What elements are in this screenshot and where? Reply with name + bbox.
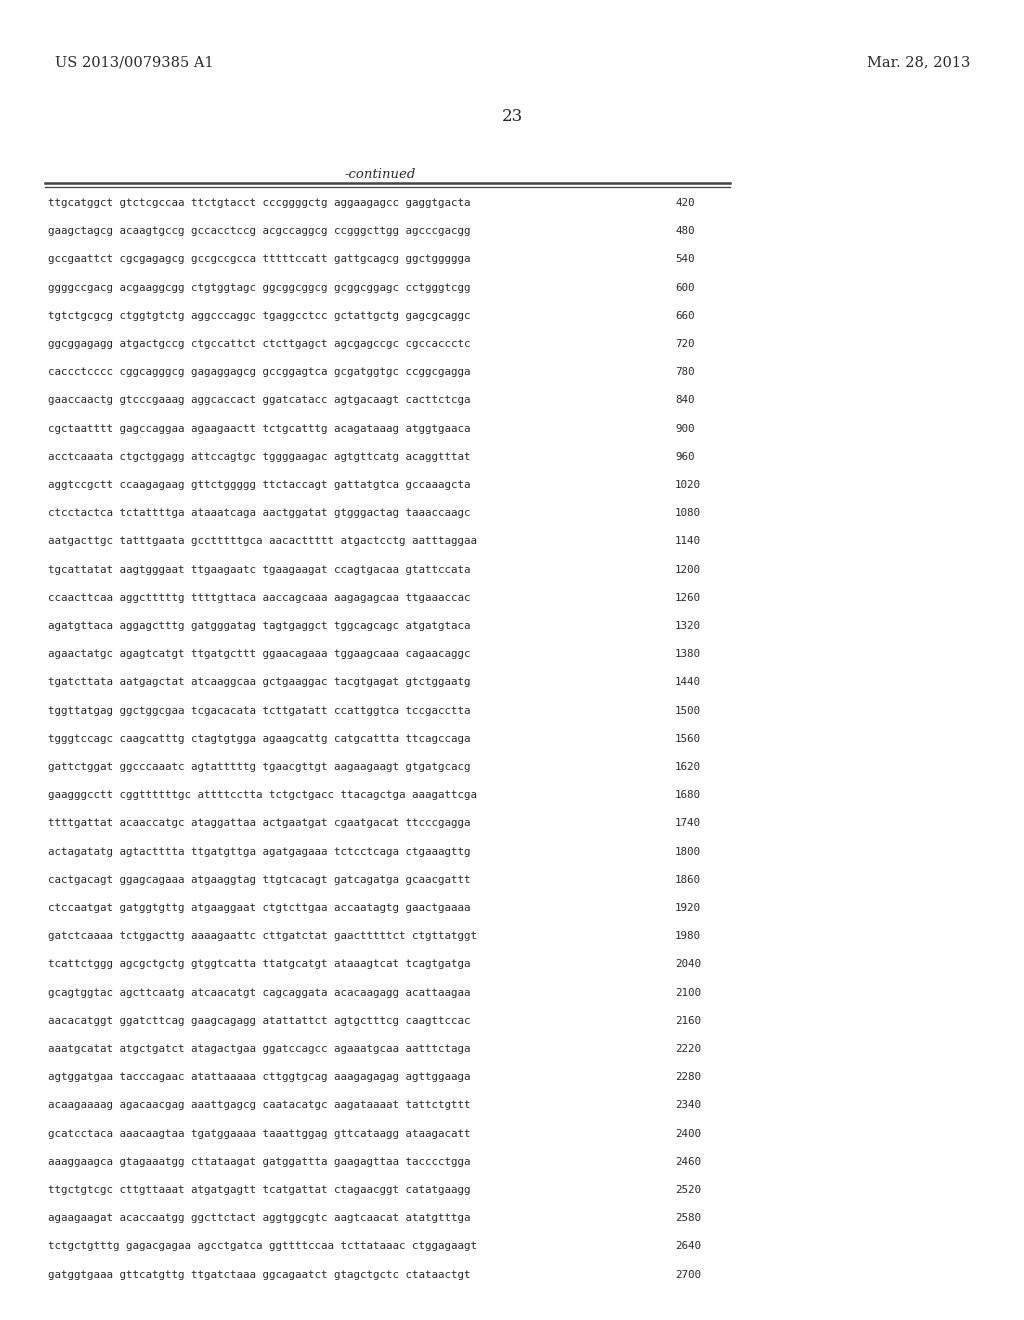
Text: acaagaaaag agacaacgag aaattgagcg caatacatgc aagataaaat tattctgttt: acaagaaaag agacaacgag aaattgagcg caataca… <box>48 1101 470 1110</box>
Text: ttgcatggct gtctcgccaa ttctgtacct cccggggctg aggaagagcc gaggtgacta: ttgcatggct gtctcgccaa ttctgtacct cccgggg… <box>48 198 470 209</box>
Text: 2280: 2280 <box>675 1072 701 1082</box>
Text: ggcggagagg atgactgccg ctgccattct ctcttgagct agcgagccgc cgccaccctc: ggcggagagg atgactgccg ctgccattct ctcttga… <box>48 339 470 348</box>
Text: 960: 960 <box>675 451 694 462</box>
Text: 840: 840 <box>675 396 694 405</box>
Text: 2700: 2700 <box>675 1270 701 1279</box>
Text: aatgacttgc tatttgaata gcctttttgca aacacttttt atgactcctg aatttaggaa: aatgacttgc tatttgaata gcctttttgca aacact… <box>48 536 477 546</box>
Text: actagatatg agtactttta ttgatgttga agatgagaaa tctcctcaga ctgaaagttg: actagatatg agtactttta ttgatgttga agatgag… <box>48 846 470 857</box>
Text: US 2013/0079385 A1: US 2013/0079385 A1 <box>55 55 214 69</box>
Text: 1440: 1440 <box>675 677 701 688</box>
Text: gcagtggtac agcttcaatg atcaacatgt cagcaggata acacaagagg acattaagaa: gcagtggtac agcttcaatg atcaacatgt cagcagg… <box>48 987 470 998</box>
Text: ccaacttcaa aggctttttg ttttgttaca aaccagcaaa aagagagcaa ttgaaaccac: ccaacttcaa aggctttttg ttttgttaca aaccagc… <box>48 593 470 603</box>
Text: 1620: 1620 <box>675 762 701 772</box>
Text: gattctggat ggcccaaatc agtatttttg tgaacgttgt aagaagaagt gtgatgcacg: gattctggat ggcccaaatc agtatttttg tgaacgt… <box>48 762 470 772</box>
Text: 1140: 1140 <box>675 536 701 546</box>
Text: 1020: 1020 <box>675 480 701 490</box>
Text: tgtctgcgcg ctggtgtctg aggcccaggc tgaggcctcc gctattgctg gagcgcaggc: tgtctgcgcg ctggtgtctg aggcccaggc tgaggcc… <box>48 310 470 321</box>
Text: tctgctgtttg gagacgagaa agcctgatca ggttttccaa tcttataaac ctggagaagt: tctgctgtttg gagacgagaa agcctgatca ggtttt… <box>48 1241 477 1251</box>
Text: gaagctagcg acaagtgccg gccacctccg acgccaggcg ccgggcttgg agcccgacgg: gaagctagcg acaagtgccg gccacctccg acgccag… <box>48 226 470 236</box>
Text: 420: 420 <box>675 198 694 209</box>
Text: 1980: 1980 <box>675 931 701 941</box>
Text: 2160: 2160 <box>675 1016 701 1026</box>
Text: 2520: 2520 <box>675 1185 701 1195</box>
Text: 780: 780 <box>675 367 694 378</box>
Text: tggttatgag ggctggcgaa tcgacacata tcttgatatt ccattggtca tccgacctta: tggttatgag ggctggcgaa tcgacacata tcttgat… <box>48 706 470 715</box>
Text: 480: 480 <box>675 226 694 236</box>
Text: ctcctactca tctattttga ataaatcaga aactggatat gtgggactag taaaccaagc: ctcctactca tctattttga ataaatcaga aactgga… <box>48 508 470 519</box>
Text: 1080: 1080 <box>675 508 701 519</box>
Text: aaaggaagca gtagaaatgg cttataagat gatggattta gaagagttaa tacccctgga: aaaggaagca gtagaaatgg cttataagat gatggat… <box>48 1156 470 1167</box>
Text: 2580: 2580 <box>675 1213 701 1224</box>
Text: tgcattatat aagtgggaat ttgaagaatc tgaagaagat ccagtgacaa gtattccata: tgcattatat aagtgggaat ttgaagaatc tgaagaa… <box>48 565 470 574</box>
Text: 1680: 1680 <box>675 791 701 800</box>
Text: 2340: 2340 <box>675 1101 701 1110</box>
Text: 1860: 1860 <box>675 875 701 884</box>
Text: gatggtgaaa gttcatgttg ttgatctaaa ggcagaatct gtagctgctc ctataactgt: gatggtgaaa gttcatgttg ttgatctaaa ggcagaa… <box>48 1270 470 1279</box>
Text: 900: 900 <box>675 424 694 433</box>
Text: Mar. 28, 2013: Mar. 28, 2013 <box>866 55 970 69</box>
Text: 2220: 2220 <box>675 1044 701 1053</box>
Text: agatgttaca aggagctttg gatgggatag tagtgaggct tggcagcagc atgatgtaca: agatgttaca aggagctttg gatgggatag tagtgag… <box>48 620 470 631</box>
Text: 1740: 1740 <box>675 818 701 829</box>
Text: ctccaatgat gatggtgttg atgaaggaat ctgtcttgaa accaatagtg gaactgaaaa: ctccaatgat gatggtgttg atgaaggaat ctgtctt… <box>48 903 470 913</box>
Text: agtggatgaa tacccagaac atattaaaaa cttggtgcag aaagagagag agttggaaga: agtggatgaa tacccagaac atattaaaaa cttggtg… <box>48 1072 470 1082</box>
Text: acctcaaata ctgctggagg attccagtgc tggggaagac agtgttcatg acaggtttat: acctcaaata ctgctggagg attccagtgc tggggaa… <box>48 451 470 462</box>
Text: aggtccgctt ccaagagaag gttctggggg ttctaccagt gattatgtca gccaaagcta: aggtccgctt ccaagagaag gttctggggg ttctacc… <box>48 480 470 490</box>
Text: gaagggcctt cggttttttgc attttcctta tctgctgacc ttacagctga aaagattcga: gaagggcctt cggttttttgc attttcctta tctgct… <box>48 791 477 800</box>
Text: gcatcctaca aaacaagtaa tgatggaaaa taaattggag gttcataagg ataagacatt: gcatcctaca aaacaagtaa tgatggaaaa taaattg… <box>48 1129 470 1139</box>
Text: cgctaatttt gagccaggaa agaagaactt tctgcatttg acagataaag atggtgaaca: cgctaatttt gagccaggaa agaagaactt tctgcat… <box>48 424 470 433</box>
Text: 1380: 1380 <box>675 649 701 659</box>
Text: 540: 540 <box>675 255 694 264</box>
Text: -continued: -continued <box>344 168 416 181</box>
Text: tgggtccagc caagcatttg ctagtgtgga agaagcattg catgcattta ttcagccaga: tgggtccagc caagcatttg ctagtgtgga agaagca… <box>48 734 470 743</box>
Text: tgatcttata aatgagctat atcaaggcaa gctgaaggac tacgtgagat gtctggaatg: tgatcttata aatgagctat atcaaggcaa gctgaag… <box>48 677 470 688</box>
Text: cactgacagt ggagcagaaa atgaaggtag ttgtcacagt gatcagatga gcaacgattt: cactgacagt ggagcagaaa atgaaggtag ttgtcac… <box>48 875 470 884</box>
Text: ggggccgacg acgaaggcgg ctgtggtagc ggcggcggcg gcggcggagc cctgggtcgg: ggggccgacg acgaaggcgg ctgtggtagc ggcggcg… <box>48 282 470 293</box>
Text: 1920: 1920 <box>675 903 701 913</box>
Text: 1500: 1500 <box>675 706 701 715</box>
Text: 720: 720 <box>675 339 694 348</box>
Text: 1560: 1560 <box>675 734 701 743</box>
Text: agaactatgc agagtcatgt ttgatgcttt ggaacagaaa tggaagcaaa cagaacaggc: agaactatgc agagtcatgt ttgatgcttt ggaacag… <box>48 649 470 659</box>
Text: gaaccaactg gtcccgaaag aggcaccact ggatcatacc agtgacaagt cacttctcga: gaaccaactg gtcccgaaag aggcaccact ggatcat… <box>48 396 470 405</box>
Text: 2460: 2460 <box>675 1156 701 1167</box>
Text: tcattctggg agcgctgctg gtggtcatta ttatgcatgt ataaagtcat tcagtgatga: tcattctggg agcgctgctg gtggtcatta ttatgca… <box>48 960 470 969</box>
Text: 1200: 1200 <box>675 565 701 574</box>
Text: 2400: 2400 <box>675 1129 701 1139</box>
Text: ttgctgtcgc cttgttaaat atgatgagtt tcatgattat ctagaacggt catatgaagg: ttgctgtcgc cttgttaaat atgatgagtt tcatgat… <box>48 1185 470 1195</box>
Text: caccctcccc cggcagggcg gagaggagcg gccggagtca gcgatggtgc ccggcgagga: caccctcccc cggcagggcg gagaggagcg gccggag… <box>48 367 470 378</box>
Text: aaatgcatat atgctgatct atagactgaa ggatccagcc agaaatgcaa aatttctaga: aaatgcatat atgctgatct atagactgaa ggatcca… <box>48 1044 470 1053</box>
Text: 660: 660 <box>675 310 694 321</box>
Text: 2100: 2100 <box>675 987 701 998</box>
Text: 1260: 1260 <box>675 593 701 603</box>
Text: 1800: 1800 <box>675 846 701 857</box>
Text: 2640: 2640 <box>675 1241 701 1251</box>
Text: 23: 23 <box>502 108 522 125</box>
Text: ttttgattat acaaccatgc ataggattaa actgaatgat cgaatgacat ttcccgagga: ttttgattat acaaccatgc ataggattaa actgaat… <box>48 818 470 829</box>
Text: gccgaattct cgcgagagcg gccgccgcca tttttccatt gattgcagcg ggctggggga: gccgaattct cgcgagagcg gccgccgcca tttttcc… <box>48 255 470 264</box>
Text: 600: 600 <box>675 282 694 293</box>
Text: gatctcaaaa tctggacttg aaaagaattc cttgatctat gaactttttct ctgttatggt: gatctcaaaa tctggacttg aaaagaattc cttgatc… <box>48 931 477 941</box>
Text: aacacatggt ggatcttcag gaagcagagg atattattct agtgctttcg caagttccac: aacacatggt ggatcttcag gaagcagagg atattat… <box>48 1016 470 1026</box>
Text: agaagaagat acaccaatgg ggcttctact aggtggcgtc aagtcaacat atatgtttga: agaagaagat acaccaatgg ggcttctact aggtggc… <box>48 1213 470 1224</box>
Text: 2040: 2040 <box>675 960 701 969</box>
Text: 1320: 1320 <box>675 620 701 631</box>
